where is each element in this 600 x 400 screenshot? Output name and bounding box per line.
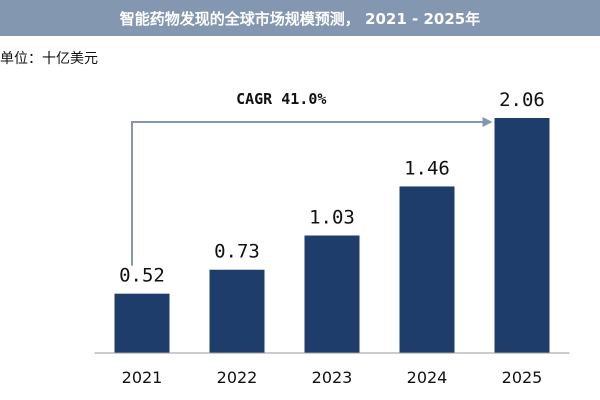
cagr-arrow [131,117,493,266]
x-tick-label-2024: 2024 [407,368,448,387]
bar-2023 [304,235,360,353]
bar-2022 [209,269,265,353]
chart-title: 智能药物发现的全球市场规模预测， 2021 - 2025年 [0,0,600,36]
bar-value-label-2024: 1.46 [404,157,450,179]
x-tick-label-2025: 2025 [502,368,543,387]
bar-value-label-2025: 2.06 [499,89,545,111]
bar-2024 [399,186,455,353]
x-tick-label-2023: 2023 [312,368,353,387]
bar-value-label-2021: 0.52 [119,265,165,287]
bar-value-label-2022: 0.73 [214,241,260,263]
cagr-annotation: CAGR 41.0% [236,90,326,108]
bar-2021 [114,293,170,353]
bar-2025 [494,118,550,353]
x-tick-label-2021: 2021 [122,368,163,387]
bar-value-label-2023: 1.03 [309,207,355,229]
unit-label: 单位：十亿美元 [0,51,98,67]
x-tick-label-2022: 2022 [217,368,258,387]
